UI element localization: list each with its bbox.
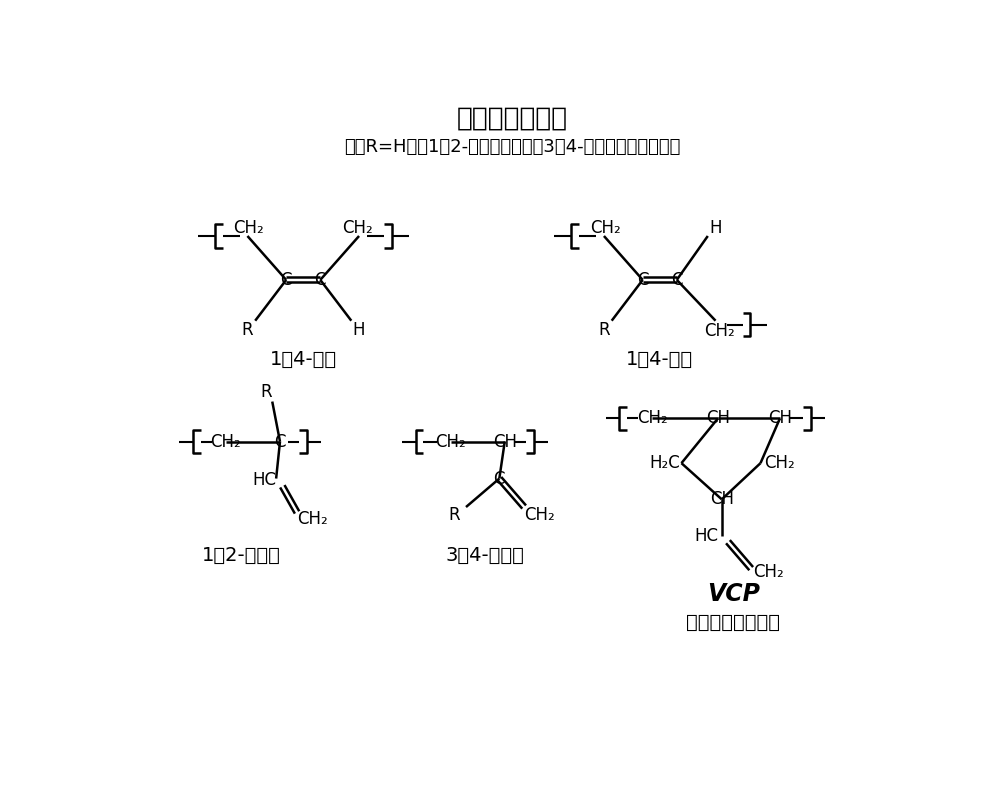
Text: C: C bbox=[274, 432, 286, 450]
Text: （当R=H时，1，2-匹配连接等同于3，4-，例如对于丁二烯）: （当R=H时，1，2-匹配连接等同于3，4-，例如对于丁二烯） bbox=[344, 138, 681, 156]
Text: CH: CH bbox=[493, 432, 517, 450]
Text: HC: HC bbox=[694, 527, 718, 545]
Text: CH₂: CH₂ bbox=[210, 432, 241, 450]
Text: R: R bbox=[260, 384, 272, 402]
Text: CH₂: CH₂ bbox=[435, 432, 466, 450]
Text: CH₂: CH₂ bbox=[590, 219, 621, 237]
Text: 1，4-顺式: 1，4-顺式 bbox=[270, 350, 337, 369]
Text: H: H bbox=[709, 219, 722, 237]
Text: CH: CH bbox=[706, 410, 730, 428]
Text: VCP: VCP bbox=[707, 582, 760, 606]
Text: CH₂: CH₂ bbox=[524, 505, 555, 523]
Text: C: C bbox=[315, 271, 326, 289]
Text: 1，4-反式: 1，4-反式 bbox=[626, 350, 693, 369]
Text: R: R bbox=[598, 321, 610, 339]
Text: H: H bbox=[353, 321, 365, 339]
Text: CH₂: CH₂ bbox=[704, 321, 735, 340]
Text: CH₂: CH₂ bbox=[765, 454, 795, 472]
Text: C: C bbox=[671, 271, 683, 289]
Text: C: C bbox=[637, 271, 648, 289]
Text: （乙烯基环戊烷）: （乙烯基环戊烷） bbox=[686, 613, 780, 632]
Text: CH₂: CH₂ bbox=[342, 219, 373, 237]
Text: C: C bbox=[280, 271, 292, 289]
Text: C: C bbox=[494, 469, 505, 487]
Text: CH₂: CH₂ bbox=[297, 509, 328, 527]
Text: 聚二烯微观结构: 聚二烯微观结构 bbox=[457, 105, 568, 131]
Text: CH₂: CH₂ bbox=[637, 410, 667, 428]
Text: R: R bbox=[449, 505, 460, 523]
Text: CH₂: CH₂ bbox=[234, 219, 264, 237]
Text: H₂C: H₂C bbox=[649, 454, 680, 472]
Text: HC: HC bbox=[252, 471, 276, 489]
Text: CH: CH bbox=[710, 490, 734, 509]
Text: 1，2-乙烯基: 1，2-乙烯基 bbox=[202, 546, 281, 565]
Text: CH: CH bbox=[768, 410, 792, 428]
Text: R: R bbox=[242, 321, 253, 339]
Text: CH₂: CH₂ bbox=[753, 564, 784, 582]
Text: 3，4-乙烯基: 3，4-乙烯基 bbox=[446, 546, 525, 565]
